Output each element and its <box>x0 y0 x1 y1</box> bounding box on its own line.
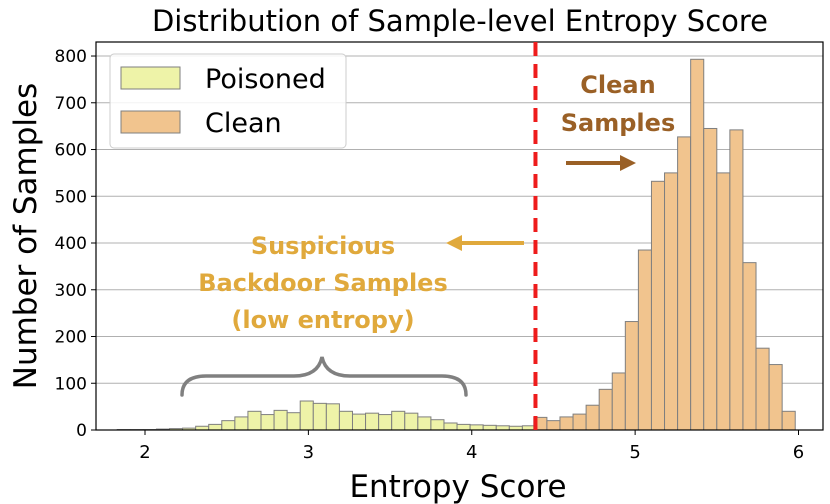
x-tick-label: 2 <box>139 442 150 463</box>
suspicious-annotation-line1: Suspicious <box>251 232 395 260</box>
poisoned-bar <box>378 414 393 431</box>
y-tick-label: 300 <box>55 281 87 301</box>
poisoned-bar <box>221 420 236 431</box>
suspicious-annotation: Suspicious Backdoor Samples (low entropy… <box>198 232 524 334</box>
clean-bar <box>742 262 757 431</box>
y-tick-label: 0 <box>76 421 87 441</box>
x-tick-label: 4 <box>466 442 477 463</box>
clean-bar <box>611 372 626 431</box>
clean-bar <box>768 364 783 431</box>
poisoned-bar <box>312 402 327 431</box>
poisoned-bar <box>338 410 353 431</box>
clean-bar <box>690 58 705 431</box>
clean-bar <box>572 413 587 431</box>
suspicious-annotation-line2: Backdoor Samples <box>198 269 447 297</box>
legend-label-poisoned: Poisoned <box>205 64 326 95</box>
poisoned-bar <box>417 416 432 431</box>
poisoned-bar <box>443 422 458 431</box>
clean-bar <box>664 172 679 431</box>
poisoned-bar <box>234 416 249 431</box>
clean-bar <box>703 127 718 431</box>
poisoned-bar <box>325 403 340 431</box>
clean-bar <box>650 180 666 431</box>
clean-bar <box>624 321 639 431</box>
curly-brace <box>180 356 468 397</box>
clean-bar <box>755 347 770 431</box>
clean-annotation-line2: Samples <box>561 109 675 137</box>
clean-bar <box>637 249 652 431</box>
poisoned-bar <box>456 423 471 431</box>
legend: Poisoned Clean <box>109 53 347 149</box>
clean-bar <box>716 172 731 431</box>
x-axis-ticks: 2 3 4 5 6 <box>139 430 804 463</box>
plot-frame <box>95 41 824 431</box>
legend-swatch-poisoned <box>120 66 181 90</box>
clean-annotation: Clean Samples <box>561 71 675 171</box>
poisoned-bar <box>299 400 314 431</box>
poisoned-bar <box>260 414 275 431</box>
right-arrow-head <box>620 155 636 171</box>
y-axis-ticks: 0 100 200 300 400 500 600 700 800 <box>55 47 96 441</box>
y-tick-label: 500 <box>55 187 87 207</box>
poisoned-bar <box>247 410 262 431</box>
y-tick-label: 700 <box>55 94 87 114</box>
poisoned-bar <box>495 425 510 431</box>
clean-bar <box>546 420 561 431</box>
clean-bar <box>781 410 796 431</box>
clean-bar <box>677 136 692 431</box>
poisoned-bar <box>430 419 445 431</box>
poisoned-bar <box>365 412 380 431</box>
y-axis-label: Number of Samples <box>8 83 44 390</box>
clean-bar <box>585 404 600 431</box>
poisoned-bar <box>404 412 419 431</box>
poisoned-bar <box>208 423 223 431</box>
clean-bar <box>729 129 744 431</box>
y-tick-label: 100 <box>55 374 87 394</box>
x-tick-label: 5 <box>629 442 640 463</box>
poisoned-bar <box>482 424 497 431</box>
poisoned-bar <box>351 413 367 431</box>
x-tick-label: 6 <box>793 442 804 463</box>
y-tick-label: 200 <box>55 328 87 348</box>
poisoned-bar <box>391 410 406 431</box>
legend-swatch-clean <box>120 110 181 134</box>
clean-bar <box>559 416 574 431</box>
y-tick-label: 600 <box>55 141 87 161</box>
poisoned-bar <box>286 412 301 431</box>
poisoned-bar <box>469 424 484 431</box>
chart-title: Distribution of Sample-level Entropy Sco… <box>152 4 768 38</box>
histogram-bars <box>116 58 796 431</box>
poisoned-bar <box>273 409 288 431</box>
suspicious-annotation-line3: (low entropy) <box>231 306 414 334</box>
clean-annotation-line1: Clean <box>580 71 655 99</box>
clean-bar <box>598 388 613 431</box>
left-arrow-head <box>446 235 462 251</box>
y-tick-label: 800 <box>55 47 87 67</box>
y-tick-label: 400 <box>55 234 87 254</box>
x-tick-label: 3 <box>303 442 314 463</box>
legend-label-clean: Clean <box>205 108 282 139</box>
x-axis-label: Entropy Score <box>349 469 566 504</box>
